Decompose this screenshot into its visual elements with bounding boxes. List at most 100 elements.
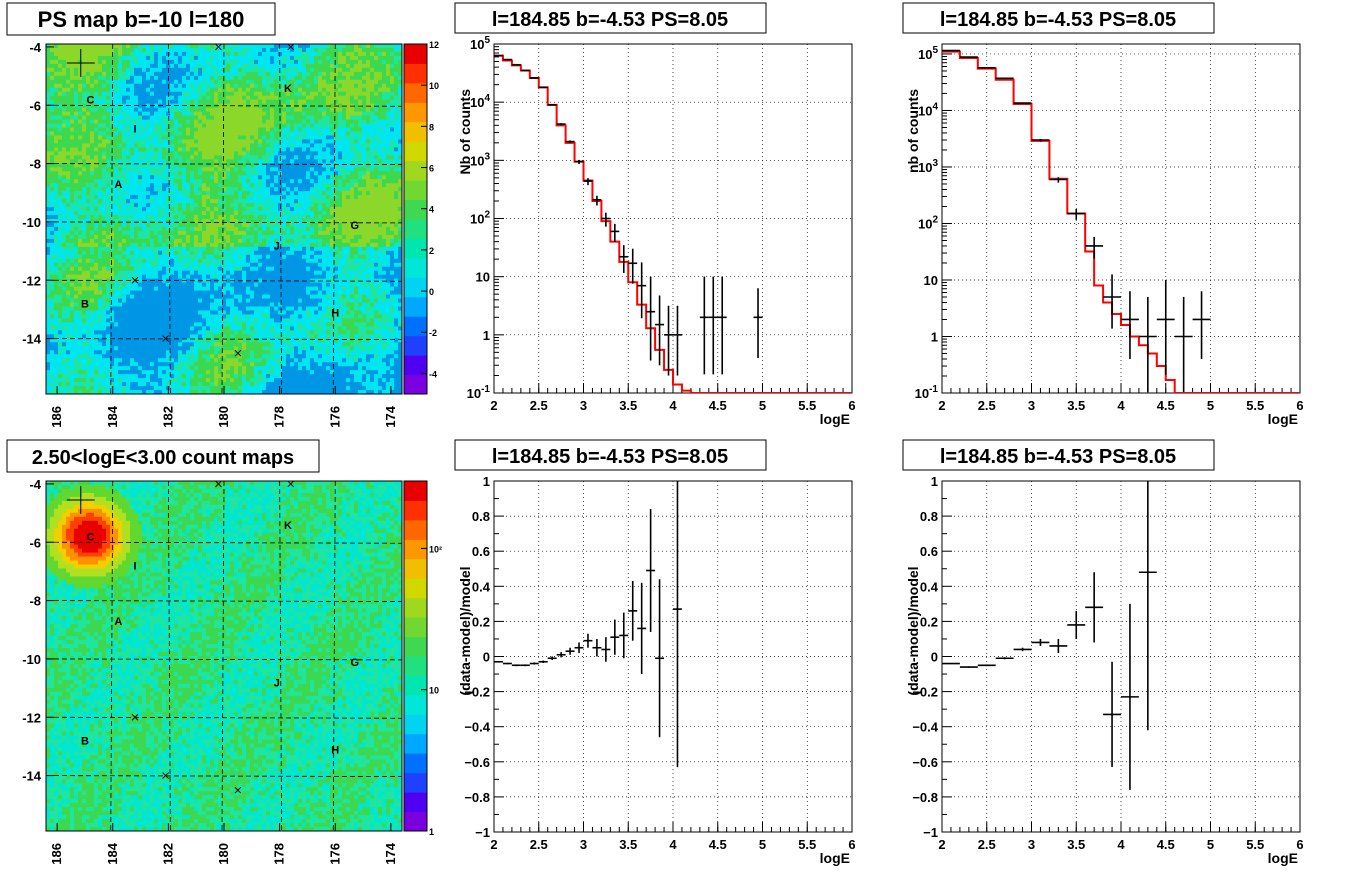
heatmap-cell xyxy=(210,159,215,164)
heatmap-cell xyxy=(202,215,207,220)
heatmap-cell xyxy=(62,278,67,284)
heatmap-cell xyxy=(218,298,223,303)
heatmap-cell xyxy=(174,338,179,343)
heatmap-cell xyxy=(234,226,239,232)
heatmap-cell xyxy=(266,167,271,172)
heatmap-cell xyxy=(154,346,159,351)
heatmap-cell xyxy=(86,326,91,331)
heatmap-cell xyxy=(242,219,247,224)
heatmap-cell xyxy=(170,342,175,347)
heatmap-cell xyxy=(74,71,79,77)
heatmap-cell xyxy=(110,103,115,109)
heatmap-cell xyxy=(258,302,263,307)
heatmap-cell xyxy=(230,286,235,291)
heatmap-cell xyxy=(186,238,191,244)
heatmap-cell xyxy=(214,75,219,81)
heatmap-cell xyxy=(214,199,219,204)
heatmap-cell xyxy=(70,143,75,148)
heatmap-cell xyxy=(194,274,199,280)
heatmap-cell xyxy=(94,215,99,220)
heatmap-cell xyxy=(82,131,87,136)
heatmap-cell xyxy=(262,274,267,280)
heatmap-cell xyxy=(214,175,219,180)
heatmap-cell xyxy=(242,147,247,152)
heatmap-cell xyxy=(110,44,115,49)
heatmap-cell xyxy=(182,250,187,256)
heatmap-cell xyxy=(146,71,151,77)
heatmap-cell xyxy=(174,314,179,319)
heatmap-cell xyxy=(182,222,187,228)
heatmap-cell xyxy=(174,322,179,327)
heatmap-cell xyxy=(158,362,163,367)
heatmap-cell xyxy=(238,318,243,323)
heatmap-cell xyxy=(206,44,211,49)
heatmap-cell xyxy=(222,346,227,351)
heatmap-cell xyxy=(50,91,55,97)
heatmap-cell xyxy=(154,59,159,65)
heatmap-cell xyxy=(182,143,187,148)
heatmap-cell xyxy=(258,346,263,351)
heatmap-cell xyxy=(94,318,99,323)
heatmap-cell xyxy=(118,199,123,204)
heatmap-cell xyxy=(146,258,151,264)
heatmap-cell xyxy=(158,266,163,272)
heatmap-cell xyxy=(50,222,55,228)
heatmap-cell xyxy=(58,366,63,371)
heatmap-cell xyxy=(74,163,79,168)
title-residual-2: l=184.85 b=-4.53 PS=8.05 xyxy=(940,446,1176,468)
heatmap-cell xyxy=(70,163,75,168)
heatmap-cell xyxy=(262,215,267,220)
heatmap-cell xyxy=(114,107,119,113)
heatmap-cell xyxy=(230,318,235,323)
heatmap-cell xyxy=(54,159,59,164)
heatmap-cell xyxy=(110,226,115,232)
heatmap-cell xyxy=(246,350,251,355)
heatmap-cell xyxy=(106,167,111,172)
heatmap-cell xyxy=(90,75,95,81)
heatmap-cell xyxy=(214,211,219,216)
heatmap-cell xyxy=(258,127,263,132)
heatmap-cell xyxy=(270,262,275,268)
heatmap-cell xyxy=(206,246,211,252)
heatmap-cell xyxy=(250,167,255,172)
heatmap-cell xyxy=(70,382,75,387)
heatmap-cell xyxy=(170,215,175,220)
heatmap-cell xyxy=(170,270,175,276)
heatmap-cell xyxy=(214,274,219,280)
heatmap-cell xyxy=(154,191,159,196)
heatmap-cell xyxy=(98,119,103,124)
heatmap-cell xyxy=(238,362,243,367)
heatmap-cell xyxy=(190,362,195,367)
heatmap-cell xyxy=(66,334,71,339)
heatmap-cell xyxy=(266,390,271,394)
heatmap-cell xyxy=(54,234,59,240)
heatmap-cell xyxy=(130,238,135,244)
heatmap-cell xyxy=(90,123,95,128)
heatmap-cell xyxy=(150,298,155,303)
heatmap-cell xyxy=(218,334,223,339)
heatmap-cell xyxy=(182,207,187,212)
heatmap-cell xyxy=(202,95,207,101)
heatmap-cell xyxy=(74,358,79,363)
heatmap-cell xyxy=(170,310,175,315)
heatmap-cell xyxy=(74,382,79,387)
heatmap-cell xyxy=(246,230,251,236)
heatmap-cell xyxy=(218,187,223,192)
heatmap-cell xyxy=(234,318,239,323)
heatmap-cell xyxy=(154,242,159,248)
heatmap-cell xyxy=(182,326,187,331)
heatmap-cell xyxy=(234,44,239,49)
heatmap-cell xyxy=(186,314,191,319)
heatmap-cell xyxy=(102,199,107,204)
heatmap-cell xyxy=(178,390,183,394)
heatmap-cell xyxy=(86,314,91,319)
heatmap-cell xyxy=(242,354,247,359)
heatmap-cell xyxy=(142,298,147,303)
heatmap-cell xyxy=(122,354,127,359)
heatmap-cell xyxy=(138,135,143,140)
heatmap-cell xyxy=(106,342,111,347)
heatmap-cell xyxy=(162,171,167,176)
heatmap-cell xyxy=(222,207,227,212)
heatmap-cell xyxy=(150,302,155,307)
heatmap-cell xyxy=(78,322,83,327)
